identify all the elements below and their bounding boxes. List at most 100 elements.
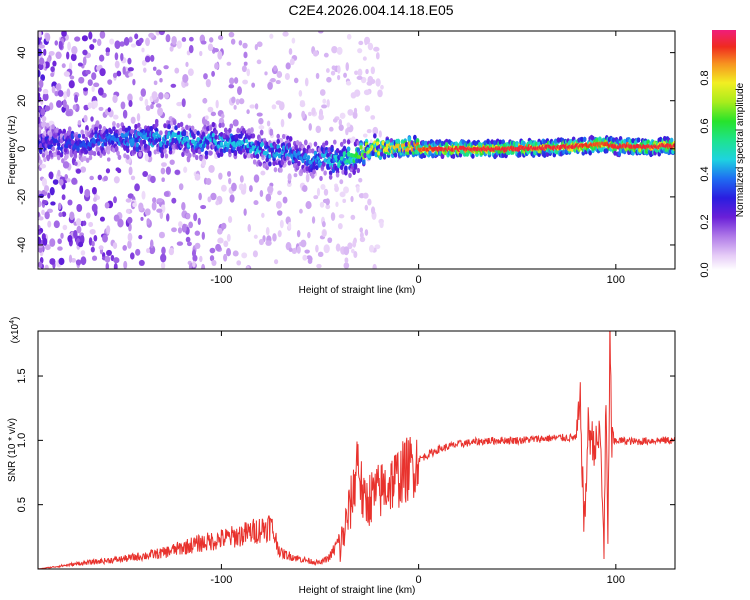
- spectrogram-ridge-cell: [537, 151, 541, 158]
- spectrogram-noise-cell: [354, 70, 359, 75]
- spectrogram-ridge-cell: [333, 139, 337, 145]
- spectrogram-ridge-cell: [117, 154, 122, 161]
- spectrogram-noise-cell: [304, 249, 310, 254]
- spectrogram-noise-cell: [205, 78, 211, 88]
- spectrogram-noise-cell: [71, 46, 78, 55]
- spectrogram-ridge-cell: [81, 133, 86, 139]
- spectrogram-noise-cell: [156, 208, 163, 213]
- spectrogram-noise-cell: [161, 177, 165, 183]
- spectrogram-noise-cell: [144, 153, 149, 162]
- colorbar-tick-label: 0.0: [699, 262, 711, 277]
- spectrogram-noise-cell: [178, 221, 183, 228]
- spectrogram-ridge-core: [322, 153, 326, 159]
- spectrogram-noise-cell: [305, 173, 310, 183]
- spectrogram-noise-cell: [230, 38, 236, 45]
- spectrogram-noise-cell: [366, 81, 373, 86]
- spectrogram-noise-cell: [344, 257, 349, 264]
- spectrogram-noise-cell: [93, 196, 97, 202]
- spectrogram-ridge-cell: [299, 168, 304, 174]
- spectrogram-noise-cell: [332, 118, 338, 123]
- spectrogram-ridge-core: [131, 137, 135, 143]
- spectrogram-noise-cell: [296, 230, 301, 238]
- spectrogram-noise-cell: [103, 175, 108, 182]
- spectrogram-xtick-label: 100: [607, 274, 625, 286]
- spectrogram-noise-cell: [45, 32, 51, 42]
- spectrogram-noise-cell: [228, 177, 232, 185]
- spectrogram-ridge-cell: [501, 139, 506, 145]
- spectrogram-noise-cell: [320, 183, 326, 190]
- spectrogram-ridge-cell: [206, 140, 210, 146]
- spectrogram-noise-cell: [315, 125, 322, 134]
- spectrogram-noise-cell: [242, 42, 248, 49]
- spectrogram-ridge-core: [211, 132, 215, 138]
- spectrogram-noise-cell: [70, 257, 77, 263]
- spectrogram-noise-cell: [91, 203, 98, 213]
- spectrogram-noise-cell: [311, 107, 316, 116]
- spectrogram-ridge-cell: [431, 153, 435, 159]
- spectrogram-noise-cell: [116, 70, 122, 77]
- spectrogram-ridge-cell: [124, 127, 129, 133]
- spectrogram-noise-cell: [68, 254, 73, 264]
- spectrogram-noise-cell: [83, 104, 89, 111]
- spectrogram-ridge-cell: [356, 167, 361, 174]
- spectrogram-noise-cell: [146, 218, 151, 225]
- spectrogram-noise-cell: [273, 65, 278, 72]
- spectrogram-noise-cell: [43, 48, 47, 56]
- spectrogram-noise-cell: [231, 96, 236, 104]
- snr-xtick-label: 0: [416, 574, 422, 586]
- spectrogram-noise-cell: [130, 175, 136, 181]
- spectrogram-noise-cell: [38, 230, 42, 235]
- spectrogram-ridge-cell: [389, 138, 394, 144]
- spectrogram-noise-cell: [91, 255, 98, 261]
- spectrogram-noise-cell: [44, 264, 49, 269]
- spectrogram-ridge-cell: [305, 166, 309, 172]
- spectrogram-noise-cell: [54, 90, 59, 97]
- spectrogram-noise-cell: [139, 96, 144, 102]
- spectrogram-noise-cell: [238, 40, 243, 46]
- spectrogram-noise-cell: [38, 87, 42, 92]
- spectrogram-noise-cell: [337, 65, 341, 74]
- spectrogram-ridge-cell: [123, 153, 127, 159]
- spectrogram-noise-cell: [218, 172, 223, 180]
- spectrogram-ridge-cell: [106, 149, 111, 155]
- spectrogram-noise-cell: [221, 184, 227, 192]
- spectrogram-ridge-cell: [67, 126, 72, 132]
- spectrogram-noise-cell: [106, 249, 112, 256]
- spectrogram-ridge-cell: [251, 133, 256, 139]
- spectrogram-noise-cell: [127, 93, 133, 102]
- spectrogram-noise-cell: [226, 247, 232, 257]
- spectrogram-noise-cell: [50, 72, 55, 78]
- spectrogram-noise-cell: [265, 240, 272, 246]
- spectrogram-ridge-cell: [51, 124, 55, 130]
- spectrogram-noise-cell: [130, 116, 136, 124]
- spectrogram-ytick-label: -40: [16, 237, 28, 253]
- spectrogram-ridge-cell: [171, 137, 176, 143]
- spectrogram-ridge-cell: [146, 145, 151, 151]
- spectrogram-noise-cell: [52, 60, 57, 67]
- spectrogram-ridge-cell: [613, 150, 617, 156]
- spectrogram-noise-cell: [149, 239, 154, 249]
- spectrogram-ridge-cell: [194, 154, 199, 161]
- spectrogram-noise-cell: [79, 185, 84, 195]
- spectrogram-noise-cell: [186, 241, 192, 247]
- spectrogram-ridge-cell: [94, 126, 98, 132]
- spectrogram-noise-cell: [202, 98, 208, 104]
- spectrogram-noise-cell: [89, 43, 95, 50]
- spectrogram-noise-cell: [58, 41, 63, 50]
- spectrogram-noise-cell: [327, 237, 333, 244]
- spectrogram-ridge-core: [220, 141, 224, 147]
- spectrogram-ridge-cell: [327, 147, 332, 153]
- spectrogram-ridge-cell: [44, 150, 49, 156]
- spectrogram-ridge-cell: [288, 136, 293, 142]
- spectrogram-noise-cell: [275, 79, 281, 85]
- spectrogram-noise-cell: [343, 262, 350, 269]
- spectrogram-noise-cell: [38, 37, 41, 45]
- spectrogram-noise-cell: [74, 161, 78, 166]
- spectrogram-ridge-cell: [588, 150, 592, 156]
- spectrogram-noise-cell: [127, 57, 132, 65]
- spectrogram-noise-cell: [59, 178, 64, 186]
- spectrogram-noise-cell: [113, 176, 120, 184]
- spectrogram-ridge-cell: [56, 142, 61, 148]
- spectrogram-noise-cell: [40, 108, 46, 116]
- spectrogram-noise-cell: [106, 225, 111, 235]
